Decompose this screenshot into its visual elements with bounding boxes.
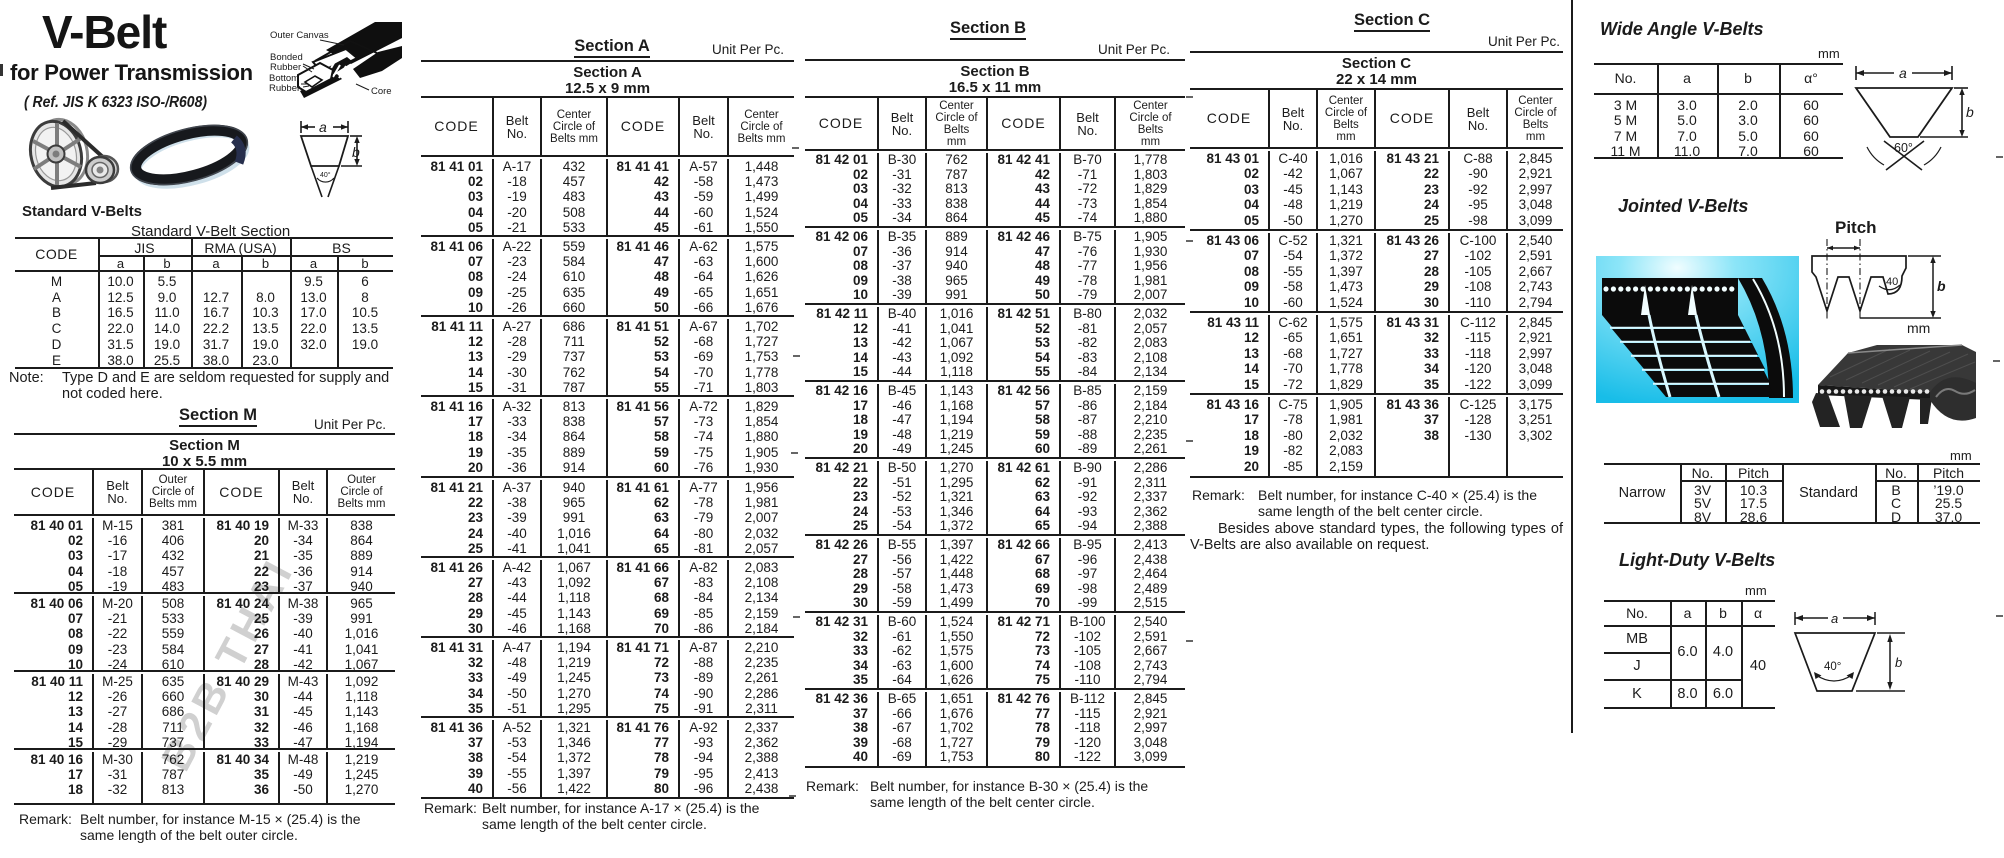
svg-text:Bonded: Bonded	[270, 52, 303, 63]
svg-text:a: a	[319, 119, 327, 135]
svg-text:a: a	[1899, 65, 1907, 81]
svg-text:Pitch: Pitch	[1835, 218, 1877, 237]
svg-text:40°: 40°	[1824, 661, 1841, 673]
svg-text:a: a	[1831, 611, 1838, 626]
svg-text:b: b	[1895, 655, 1902, 670]
svg-text:b: b	[1937, 278, 1946, 294]
svg-text:60°: 60°	[1894, 141, 1913, 155]
svg-text:b: b	[1966, 104, 1974, 120]
svg-text:Rubber: Rubber	[270, 62, 301, 73]
svg-text:Rubber: Rubber	[269, 83, 300, 94]
svg-text:Core: Core	[371, 86, 392, 97]
svg-text:40: 40	[1886, 276, 1898, 288]
svg-text:b: b	[352, 144, 360, 160]
svg-text:Bottom: Bottom	[269, 73, 299, 84]
svg-text:40°: 40°	[320, 171, 331, 179]
svg-text:mm: mm	[1907, 320, 1930, 336]
svg-text:Outer Canvas: Outer Canvas	[270, 30, 329, 41]
